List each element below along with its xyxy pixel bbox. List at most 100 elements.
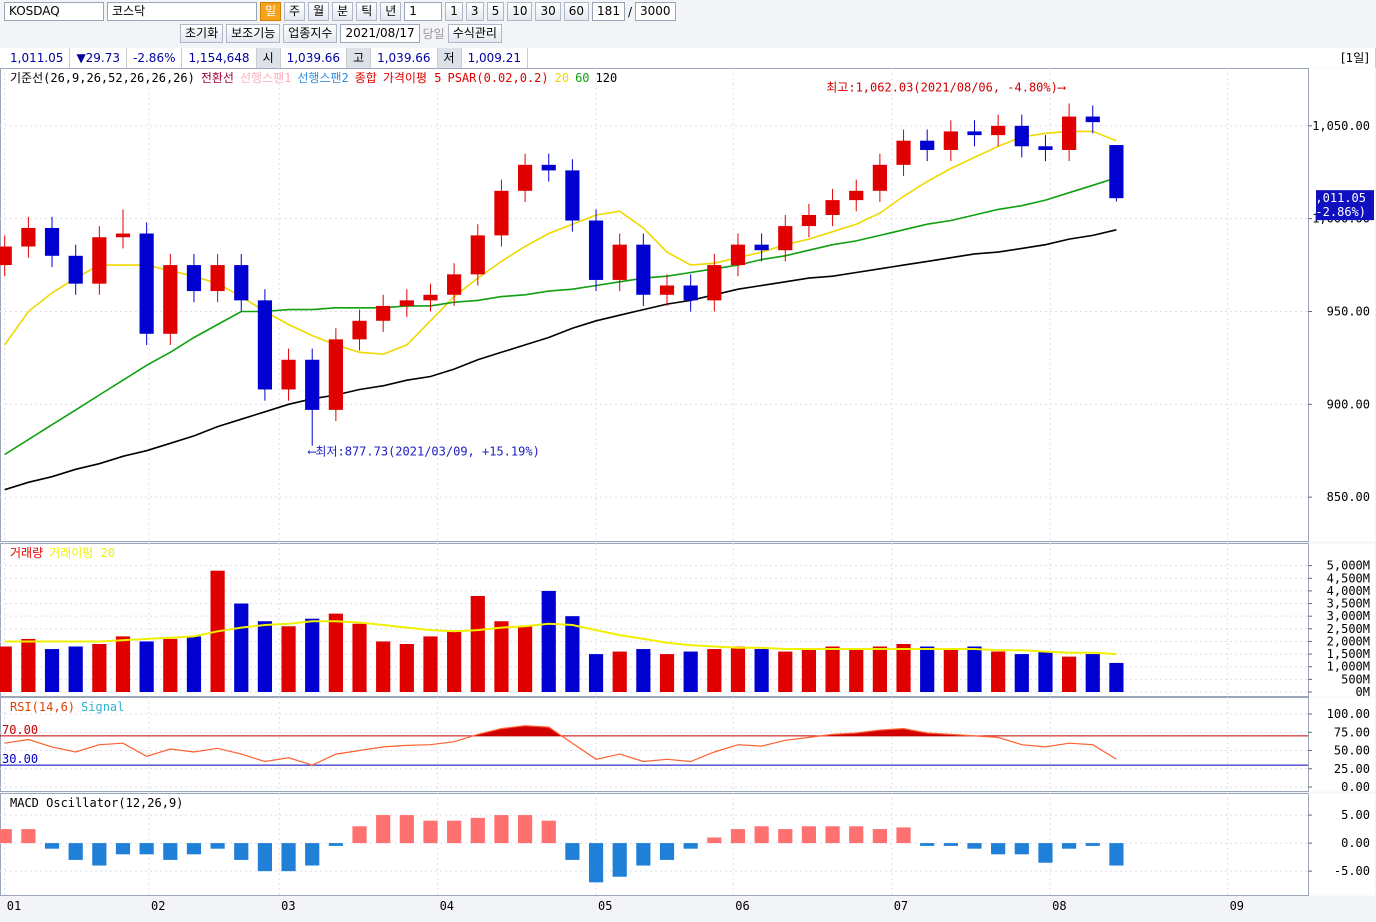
oscillator-bar [44, 843, 60, 849]
legend-entry: 선행스팬1 [240, 70, 291, 85]
oscillator-bar [352, 826, 367, 844]
oscillator-bar [943, 843, 958, 846]
legend-entry: 거래이평 20 [49, 546, 115, 560]
period-button[interactable]: 년 [380, 2, 402, 21]
legend: 거래량 거래이평 20 [10, 546, 115, 560]
total-count[interactable]: 3000 [635, 2, 676, 21]
y-tick-label: 1,000M [1327, 660, 1370, 674]
y-tick-label: 25.00 [1334, 762, 1370, 776]
x-tick-label: 01 [7, 899, 21, 913]
volume-bar [257, 621, 273, 692]
count[interactable]: 1 [404, 2, 443, 21]
volume-bar [1062, 656, 1077, 692]
y-tick-label: 2,500M [1327, 622, 1370, 636]
candle-body [115, 233, 131, 238]
y-tick-label: 850.00 [1327, 490, 1370, 504]
info-high_label: 고 [347, 48, 372, 68]
legend-entry: 선행스팬2 [297, 70, 348, 85]
minute-button[interactable]: 10 [507, 2, 533, 21]
volume-bar [659, 654, 675, 692]
period-button[interactable]: 분 [332, 2, 354, 21]
candle-body [92, 237, 107, 284]
x-tick-label: 02 [151, 899, 165, 913]
minute-button[interactable]: 60 [563, 2, 590, 21]
volume-bar [1038, 651, 1053, 692]
volume-bar [328, 613, 343, 692]
oscillator-bar [1038, 843, 1053, 863]
y-tick-label: 900.00 [1327, 397, 1370, 411]
level-label: 30.00 [2, 752, 38, 766]
candle-body [447, 274, 462, 295]
y-tick-label: 1,500M [1327, 647, 1370, 661]
x-tick-label: 06 [735, 899, 749, 913]
date[interactable]: 2021/08/17 [340, 24, 420, 43]
x-tick-label: 08 [1052, 899, 1066, 913]
candle-body [707, 265, 722, 301]
y-tick-label: 3,500M [1327, 597, 1370, 611]
info-close: 1,011.05 [4, 48, 71, 68]
period-button[interactable]: 주 [284, 2, 306, 21]
volume-bar [234, 603, 249, 692]
oscillator-bar [234, 843, 249, 860]
period-button[interactable]: 일 [260, 2, 282, 21]
oscillator-bar [92, 843, 107, 866]
tool-button[interactable]: 업종지수 [283, 24, 338, 43]
y-tick-label: 100.00 [1327, 707, 1370, 721]
volume-bar [1014, 654, 1029, 692]
oscillator-bar [186, 843, 202, 855]
legend-entry: 전환선 [201, 71, 234, 85]
volume-bar [494, 621, 509, 692]
candle-body [659, 285, 675, 295]
volume-average [4, 620, 1117, 656]
oscillator-bar [754, 826, 769, 844]
candle-body [210, 265, 225, 292]
legend-entry: MACD Oscillator(12,26,9) [10, 796, 183, 810]
stock-name[interactable]: 코스닥 [107, 2, 257, 21]
period-button[interactable]: 틱 [356, 2, 378, 21]
minute-button[interactable]: 5 [486, 2, 505, 21]
axis-panel [1309, 68, 1375, 542]
volume-bar [849, 649, 864, 692]
candle-body [778, 226, 793, 251]
candle-body [44, 227, 60, 256]
volume-bar [21, 638, 36, 692]
visible-count[interactable]: 181 [592, 2, 625, 21]
minute-button[interactable]: 1 [445, 2, 463, 21]
volume-bar [68, 646, 83, 692]
volume-bar [0, 646, 12, 692]
volume-bar [730, 646, 746, 692]
volume-bar [707, 649, 722, 692]
candle-body [399, 300, 414, 306]
candle-body [423, 294, 438, 301]
y-tick-label: 3,000M [1327, 609, 1370, 623]
legend-entry: PSAR(0.02,0.2) [447, 71, 548, 85]
minute-button[interactable]: 30 [535, 2, 561, 21]
market[interactable]: KOSDAQ [4, 2, 104, 21]
tool-button[interactable]: 초기화 [180, 24, 224, 43]
candle-body [163, 265, 178, 334]
volume-bar [186, 636, 202, 692]
legend: RSI(14,6) Signal [10, 700, 124, 714]
volume-bar [588, 654, 604, 692]
candle-body [1109, 145, 1124, 199]
y-tick-label: 75.00 [1334, 725, 1370, 739]
y-tick-label: 50.00 [1334, 744, 1370, 758]
oscillator-bar [849, 826, 864, 844]
volume-bar [517, 626, 533, 692]
period-button[interactable]: 월 [308, 2, 330, 21]
y-tick-label: 0.00 [1341, 836, 1370, 850]
info-change_pct: -2.86% [127, 48, 183, 68]
oscillator-bar [305, 843, 320, 866]
oscillator-bar [257, 843, 273, 872]
legend: 기준선(26,9,26,52,26,26,26) 전환선 선행스팬1 선행스팬2 종합 가… [10, 70, 617, 85]
toolbar-2: 초기화 보조기능 업종지수 2021/08/17 당일 수식관리 [0, 23, 1376, 44]
info-bar: 1,011.05 ▼29.73 -2.86% 1,154,648 시 1,039.66 고 1… [0, 48, 1376, 68]
formula[interactable]: 수식관리 [447, 24, 502, 43]
tool-button[interactable]: 보조기능 [226, 24, 281, 43]
oscillator-bar [68, 843, 83, 860]
minute-button[interactable]: 3 [465, 2, 484, 21]
candle-body [565, 170, 580, 221]
today[interactable]: 당일 [422, 27, 445, 41]
candle-body [588, 220, 604, 280]
